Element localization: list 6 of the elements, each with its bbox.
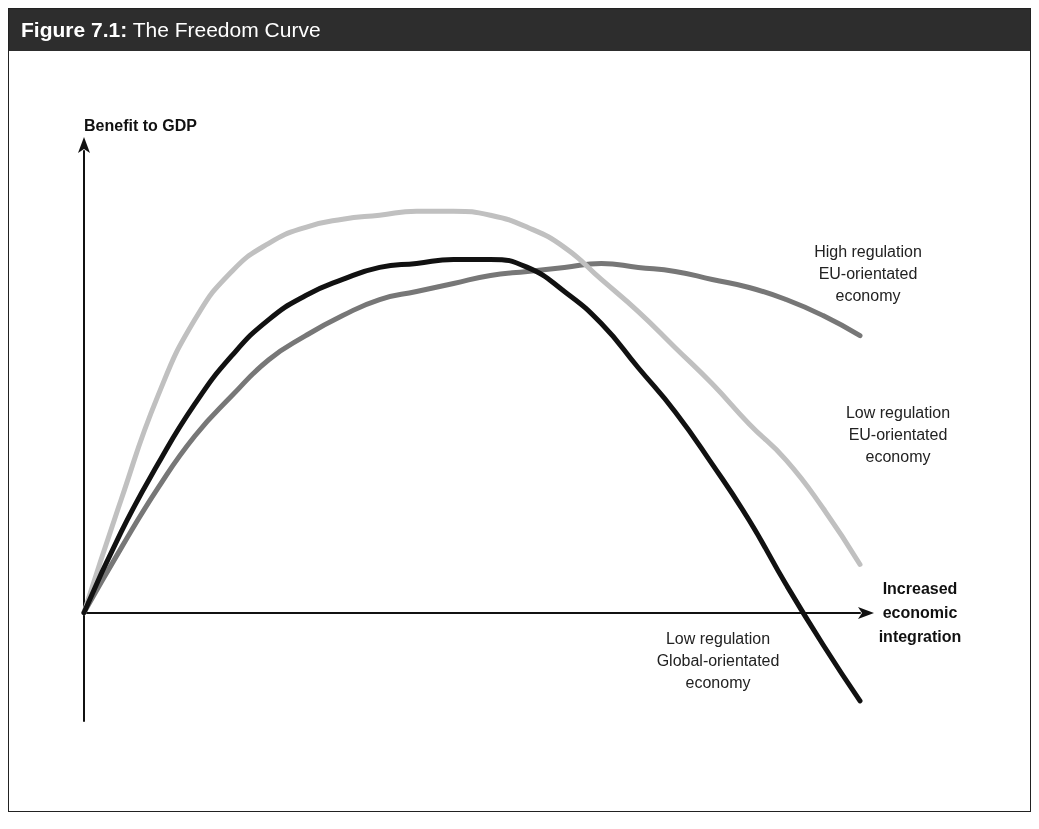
chart-title: Figure 7.1: The Freedom Curve <box>21 18 321 41</box>
x-axis-title: Increased economic integration <box>878 580 962 646</box>
text: Low regulation EU-orientated economy <box>845 403 951 465</box>
y-axis-title: Benefit to GDP <box>84 116 198 134</box>
series-label: Low regulation Global-orientated economy <box>656 630 780 692</box>
series-label: High regulation EU-orientated economy <box>814 243 922 305</box>
